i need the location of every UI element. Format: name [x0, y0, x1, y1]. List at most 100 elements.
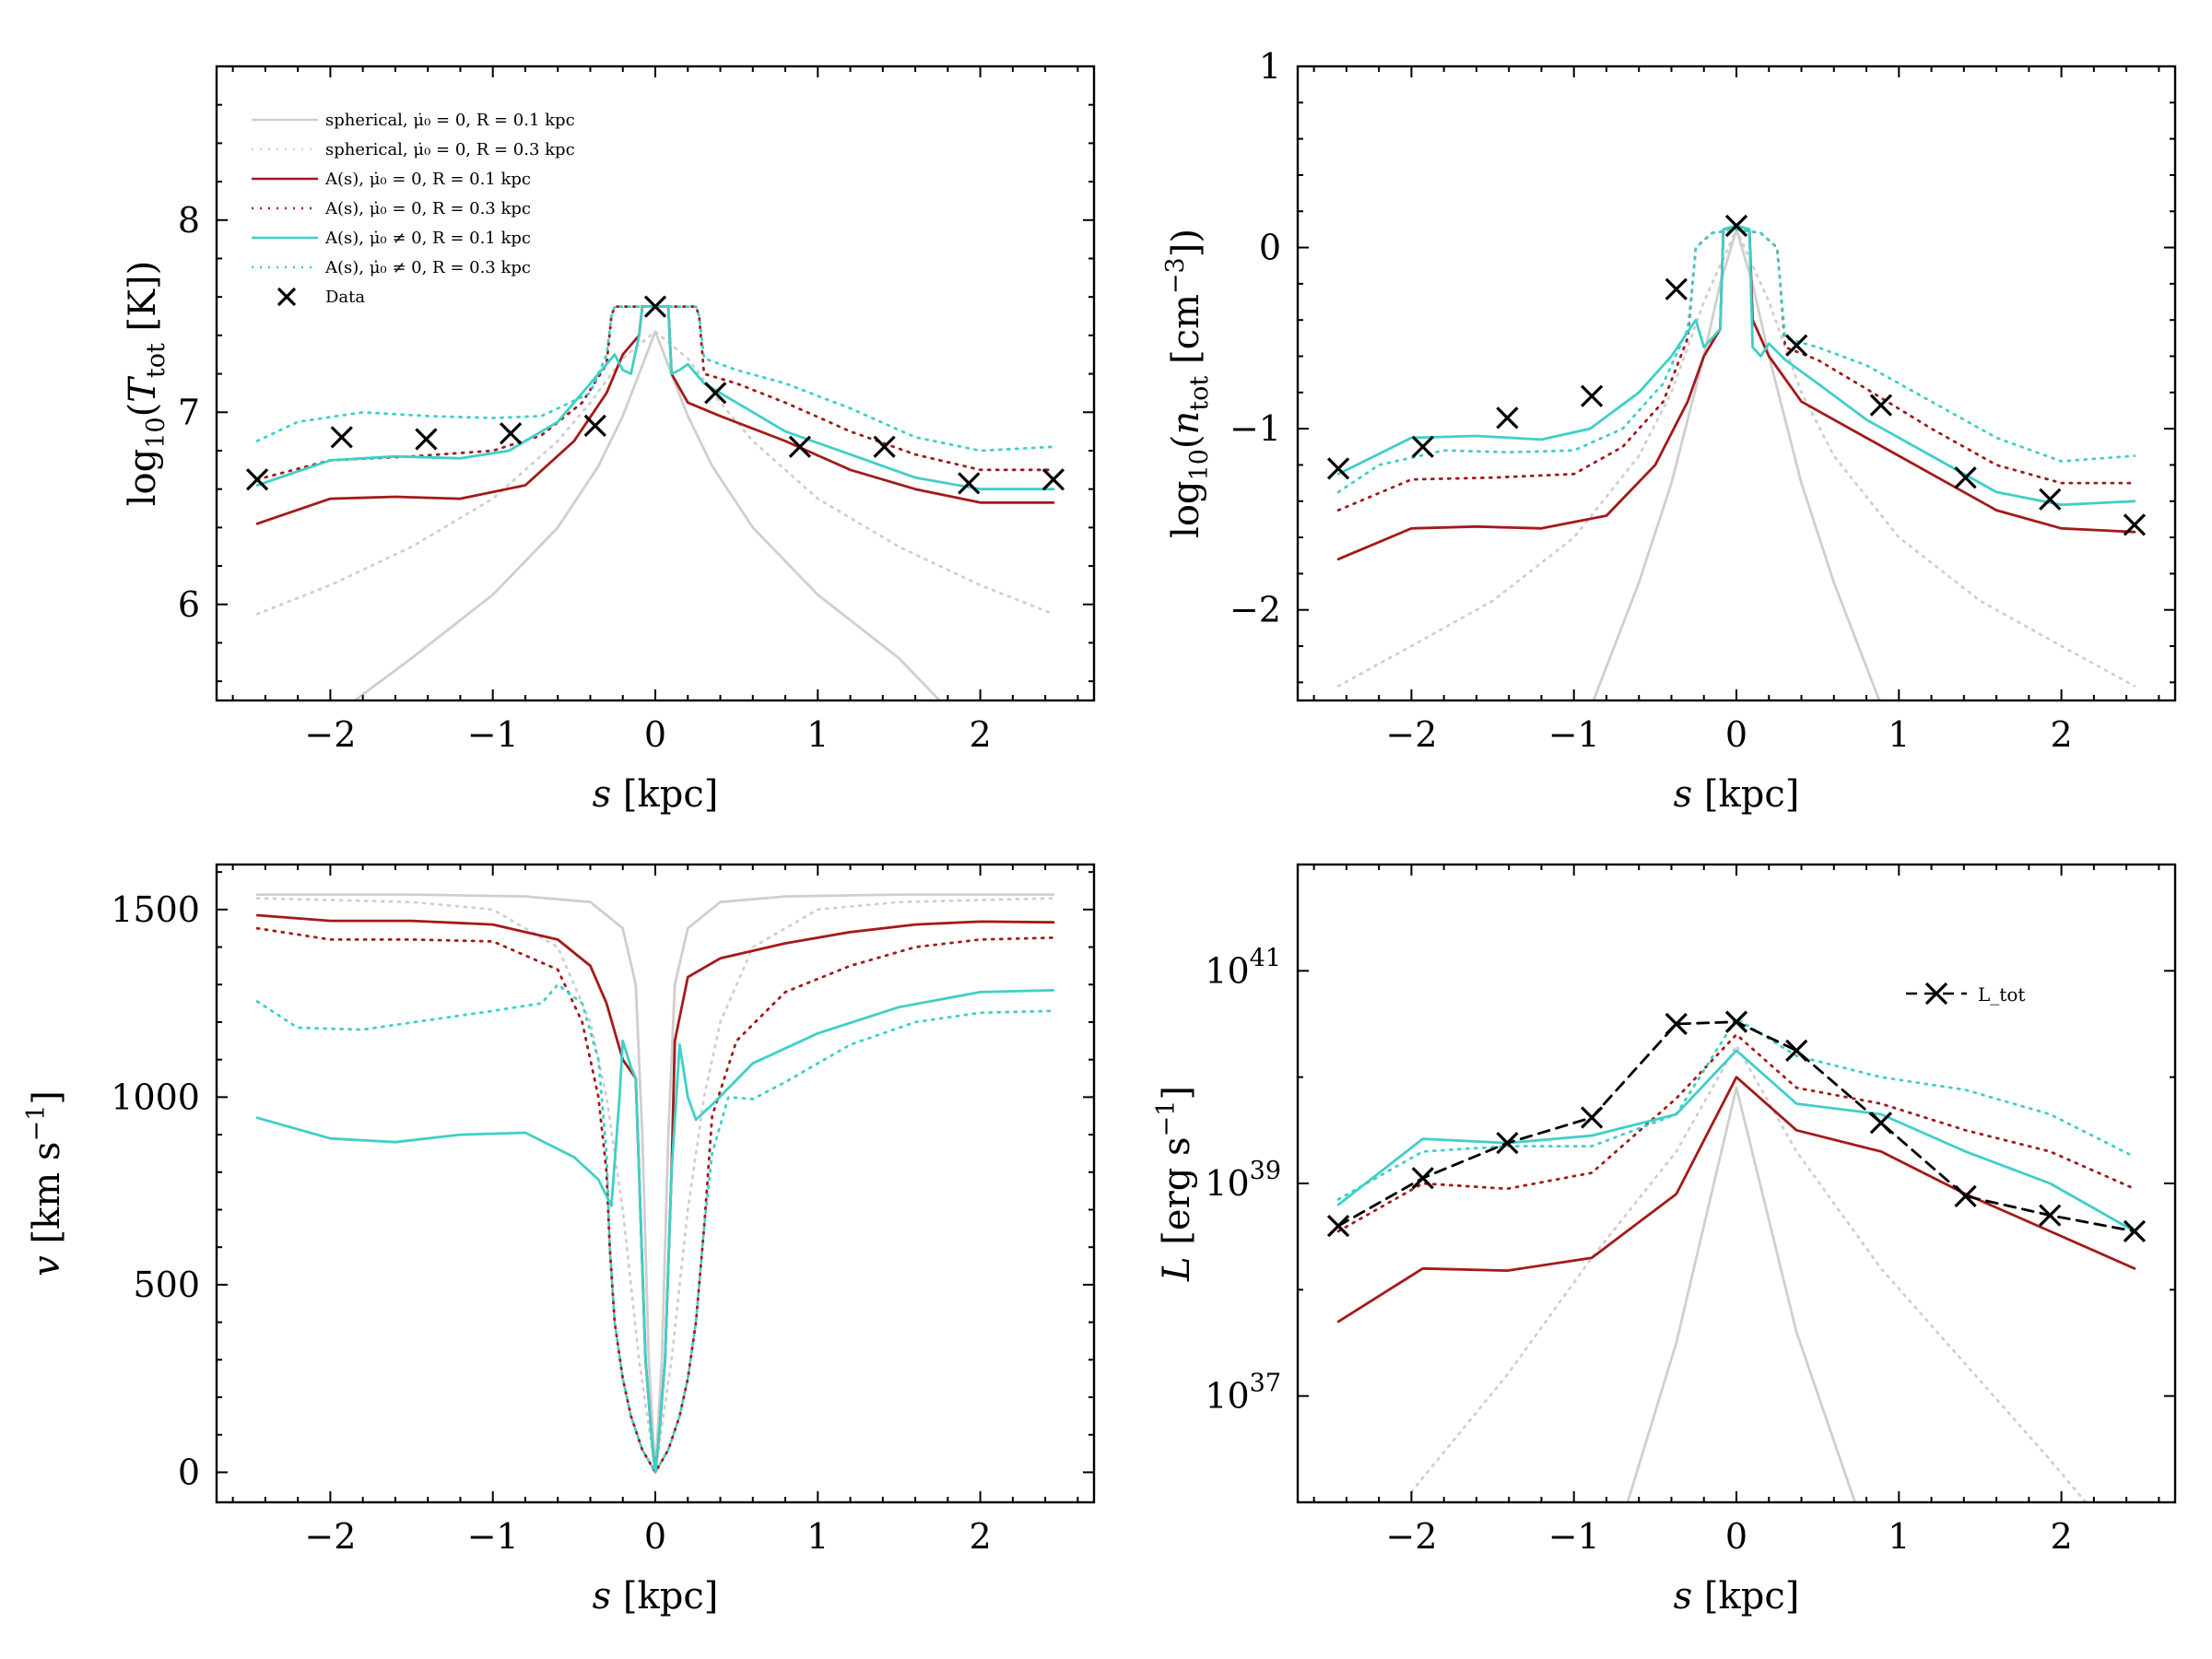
x-tick-label: −2	[304, 714, 356, 755]
x-axis-label: s [kpc]	[1674, 773, 1800, 816]
series-a-s-mu0-0-r-0-1-line	[1336, 1076, 2136, 1324]
x-tick-label: 2	[2050, 1516, 2072, 1557]
legend-entry: Data	[276, 287, 365, 307]
x-tick-label: −2	[304, 1516, 356, 1557]
data-point-marker	[643, 295, 667, 318]
legend-label: Data	[325, 288, 365, 307]
x-tick-label: 0	[644, 1516, 666, 1557]
series-a-s-mu0-0-r-0-3-line	[255, 926, 1055, 1474]
data-point-marker	[499, 422, 523, 445]
legend-marker	[276, 287, 297, 307]
data-point-marker	[1411, 435, 1434, 458]
series-spherical-r-0-1-line	[1626, 1086, 1857, 1502]
legend-entry: A(s), μ̇₀ ≠ 0, R = 0.1 kpc	[252, 229, 531, 248]
data-point-marker	[1954, 1184, 1977, 1207]
series-a-s-mu0-0-r-0-1-line	[1336, 1049, 2136, 1233]
y-tick-label: −1	[1230, 408, 1281, 449]
x-tick-label: −2	[1385, 714, 1437, 755]
x-tick-label: 0	[1725, 714, 1747, 755]
legend: spherical, μ̇₀ = 0, R = 0.1 kpc spherical…	[252, 111, 575, 307]
x-tick-label: −2	[1385, 1516, 1437, 1557]
y-tick-label: 0	[178, 1452, 200, 1492]
series-a-s-mu0-0-r-0-1-line	[255, 305, 1055, 491]
y-tick-label: 1	[1259, 46, 1281, 87]
y-tick-label: 8	[178, 200, 200, 241]
x-axis-label: s [kpc]	[1674, 1575, 1800, 1618]
legend-entry: spherical, μ̇₀ = 0, R = 0.1 kpc	[252, 111, 575, 130]
x-tick-label: 2	[969, 714, 991, 755]
x-axis-label: s [kpc]	[593, 773, 719, 816]
legend-marker	[1924, 982, 1948, 1006]
y-axis-label: log10(Ttot [K])	[122, 261, 171, 507]
legend-entry: A(s), μ̇₀ ≠ 0, R = 0.3 kpc	[252, 258, 531, 277]
x-tick-label: 2	[969, 1516, 991, 1557]
x-tick-label: 1	[806, 1516, 829, 1557]
x-tick-label: 1	[1888, 714, 1910, 755]
legend: L_tot	[1906, 982, 2025, 1006]
x-tick-label: 0	[1725, 1516, 1747, 1557]
data-point-marker	[1411, 1167, 1434, 1190]
data-point-marker	[1326, 1215, 1350, 1238]
legend-label: A(s), μ̇₀ ≠ 0, R = 0.1 kpc	[324, 229, 531, 248]
data-point-marker	[1580, 384, 1604, 407]
data-point-marker	[1496, 1132, 1519, 1155]
legend-entry: A(s), μ̇₀ = 0, R = 0.1 kpc	[252, 170, 531, 189]
series-a-s-mu0-0-r-0-1-line	[255, 989, 1055, 1474]
legend-label: spherical, μ̇₀ = 0, R = 0.3 kpc	[325, 140, 575, 159]
data-point-marker	[1869, 1112, 1893, 1135]
legend-entry: A(s), μ̇₀ = 0, R = 0.3 kpc	[252, 199, 531, 218]
x-tick-label: 0	[644, 714, 666, 755]
data-point-marker	[330, 426, 353, 449]
y-tick-label: 1037	[1205, 1370, 1281, 1417]
y-tick-label: 1039	[1205, 1157, 1281, 1204]
data-point-marker	[583, 414, 606, 437]
y-tick-label: −2	[1230, 590, 1281, 630]
x-tick-label: −1	[1548, 714, 1600, 755]
series-a-s-mu0-0-r-0-1-line	[1336, 224, 2136, 507]
legend-entry: spherical, μ̇₀ = 0, R = 0.3 kpc	[252, 140, 575, 159]
y-tick-label: 1000	[111, 1077, 200, 1117]
x-axis-label: s [kpc]	[593, 1575, 719, 1618]
data-point-marker	[704, 382, 727, 405]
data-point-marker	[2039, 1204, 2062, 1227]
data-point-marker	[1665, 277, 1688, 300]
data-point-marker	[1724, 1010, 1748, 1033]
data-point-marker	[415, 428, 438, 451]
legend-label: A(s), μ̇₀ ≠ 0, R = 0.3 kpc	[324, 258, 531, 277]
y-tick-label: 500	[133, 1265, 200, 1305]
y-tick-label: 1041	[1205, 944, 1281, 991]
y-tick-label: 6	[178, 584, 200, 625]
data-point-marker	[1724, 214, 1748, 238]
data-point-marker	[245, 468, 269, 491]
data-point-marker	[1954, 466, 1977, 489]
data-point-marker	[1785, 334, 1808, 357]
x-tick-label: −1	[467, 1516, 519, 1557]
data-point-marker	[1041, 468, 1065, 491]
data-point-marker	[788, 435, 812, 458]
data-point-marker	[1580, 1106, 1604, 1129]
data-point-marker	[873, 435, 896, 458]
data-point-marker	[1869, 394, 1893, 417]
y-tick-label: 1500	[111, 889, 200, 930]
data-point-marker	[1326, 457, 1350, 480]
data-point-marker	[2123, 513, 2147, 536]
data-point-marker	[958, 472, 981, 495]
data-point-marker	[2123, 1219, 2147, 1243]
legend-label: spherical, μ̇₀ = 0, R = 0.1 kpc	[325, 111, 575, 130]
x-tick-label: 2	[2050, 714, 2072, 755]
x-tick-label: 1	[1888, 1516, 1910, 1557]
series-spherical-r-0-3-line	[1410, 1043, 2088, 1502]
data-point-marker	[1665, 1012, 1688, 1036]
data-point-marker	[2039, 488, 2062, 511]
legend-label: L_tot	[1978, 983, 2025, 1006]
y-tick-label: 7	[178, 392, 200, 432]
data-point-marker	[1496, 406, 1519, 429]
x-tick-label: 1	[806, 714, 829, 755]
data-point-marker	[1785, 1039, 1808, 1062]
y-tick-label: 0	[1259, 228, 1281, 268]
legend-label: A(s), μ̇₀ = 0, R = 0.3 kpc	[324, 199, 531, 218]
legend-entry: L_tot	[1906, 982, 2025, 1006]
